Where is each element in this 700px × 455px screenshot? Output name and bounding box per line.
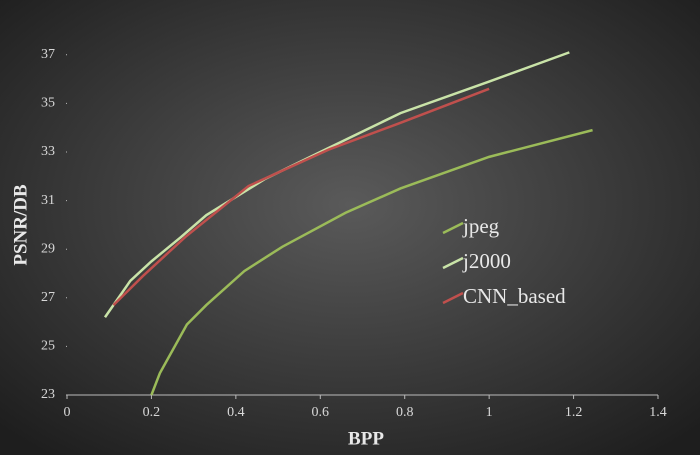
y-tick-label: 29: [41, 241, 55, 256]
x-axis-label: BPP: [348, 428, 384, 449]
legend-label: j2000: [462, 249, 511, 273]
x-tick-label: 1: [486, 405, 493, 420]
legend-label: jpeg: [462, 214, 500, 238]
legend-swatch: [442, 291, 464, 305]
x-tick-label: 1.4: [649, 405, 667, 420]
x-tick-label: 0.4: [227, 405, 245, 420]
legend-label: CNN_based: [463, 284, 566, 308]
y-tick-label: 27: [41, 290, 55, 305]
x-tick-label: 0.8: [396, 405, 414, 420]
x-tick-label: 0.2: [143, 405, 161, 420]
legend-swatch: [442, 221, 464, 235]
y-tick-label: 31: [41, 193, 55, 208]
y-tick-label: 23: [41, 387, 55, 402]
y-tick-label: 25: [41, 339, 55, 354]
x-tick-label: 0.6: [312, 405, 330, 420]
legend-swatch: [442, 256, 464, 270]
y-tick-label: 37: [41, 47, 55, 62]
x-tick-label: 0: [64, 405, 71, 420]
y-tick-label: 35: [41, 96, 55, 111]
y-tick-label: 33: [41, 144, 55, 159]
series-line: [112, 87, 490, 306]
x-tick-label: 1.2: [565, 405, 583, 420]
y-axis-label: PSNR/DB: [10, 184, 31, 266]
series-line: [150, 128, 593, 396]
